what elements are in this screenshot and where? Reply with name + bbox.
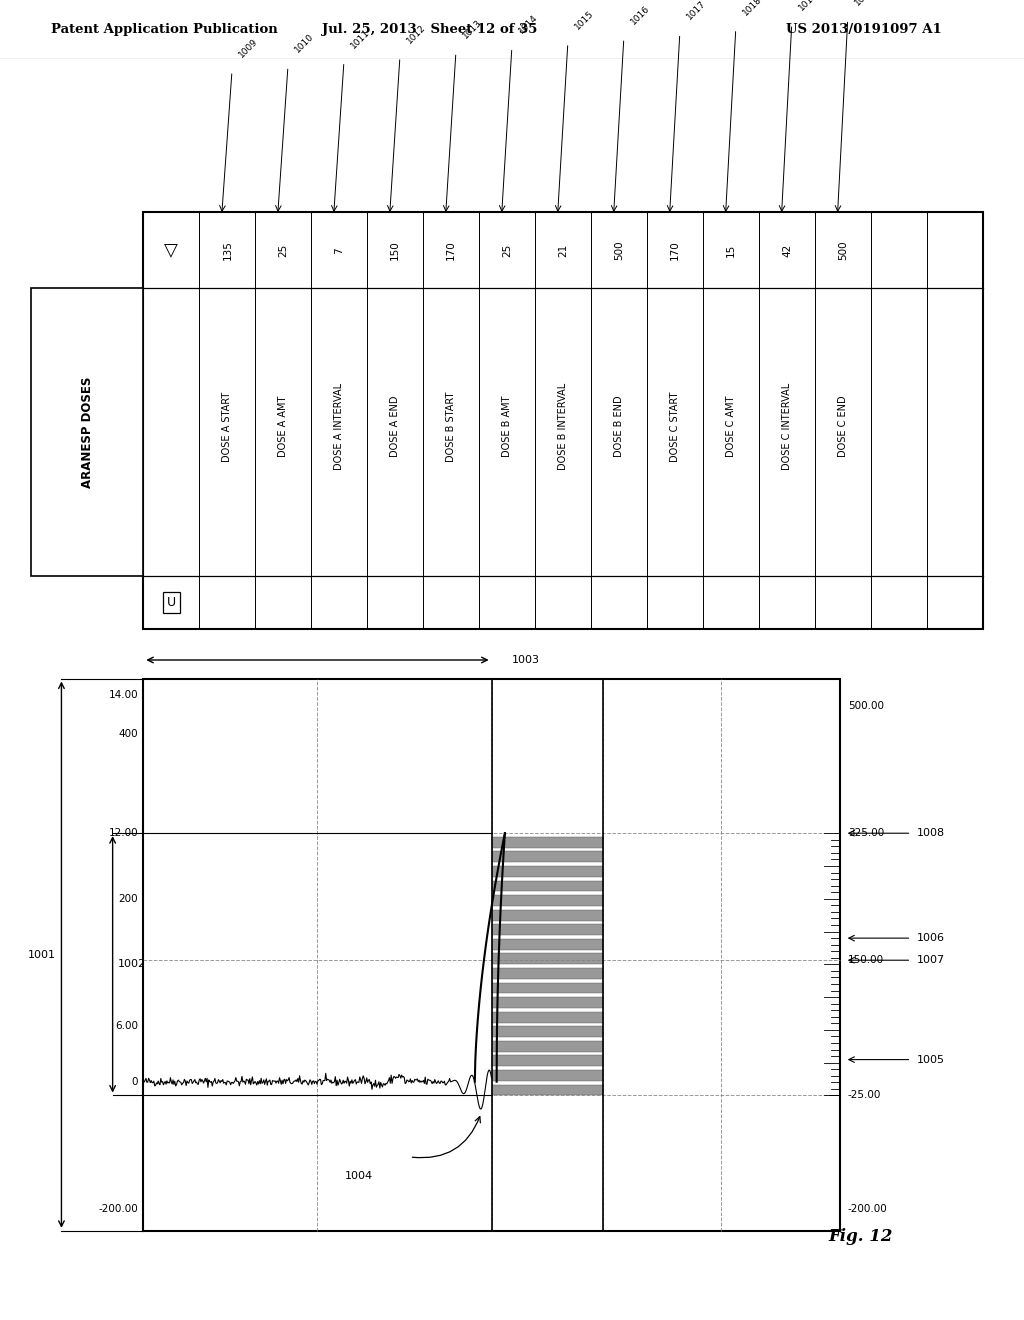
Text: 12.00: 12.00 (109, 828, 138, 838)
Text: -200.00: -200.00 (98, 1204, 138, 1213)
Text: 170: 170 (670, 240, 680, 260)
Text: 200: 200 (119, 895, 138, 904)
Bar (492, 939, 603, 950)
Text: 42: 42 (782, 244, 793, 257)
Text: 1019: 1019 (797, 0, 819, 12)
Text: DOSE A AMT: DOSE A AMT (279, 396, 289, 457)
Text: DOSE A START: DOSE A START (222, 392, 232, 462)
Bar (492, 1085, 603, 1096)
Bar (143, 678, 840, 1230)
Bar (492, 851, 603, 862)
Text: 1013: 1013 (461, 18, 483, 41)
Text: 25: 25 (502, 244, 512, 257)
Text: ARANESP DOSES: ARANESP DOSES (81, 376, 93, 488)
Text: 1007: 1007 (916, 956, 944, 965)
Text: 1009: 1009 (238, 37, 260, 59)
Text: DOSE B INTERVAL: DOSE B INTERVAL (558, 383, 568, 470)
Bar (492, 982, 603, 994)
Text: 150.00: 150.00 (848, 956, 884, 965)
Bar (31, 289, 143, 577)
Text: DOSE A INTERVAL: DOSE A INTERVAL (334, 383, 344, 470)
Text: Patent Application Publication: Patent Application Publication (51, 24, 278, 36)
Text: DOSE B AMT: DOSE B AMT (502, 396, 512, 457)
Text: DOSE B END: DOSE B END (614, 396, 625, 457)
Text: 1008: 1008 (916, 828, 944, 838)
Text: 1004: 1004 (344, 1171, 373, 1180)
Bar (492, 1071, 603, 1081)
Bar (492, 895, 603, 906)
Text: 1015: 1015 (573, 8, 596, 32)
Text: 25: 25 (279, 244, 289, 257)
Text: Jul. 25, 2013   Sheet 12 of 35: Jul. 25, 2013 Sheet 12 of 35 (323, 24, 538, 36)
Text: 1012: 1012 (406, 22, 428, 45)
Text: 500.00: 500.00 (848, 701, 884, 711)
Text: 1006: 1006 (916, 933, 944, 942)
Text: DOSE C END: DOSE C END (838, 396, 848, 457)
Text: 1020: 1020 (853, 0, 876, 8)
Text: 15: 15 (726, 244, 736, 257)
Text: DOSE A END: DOSE A END (390, 396, 400, 457)
Bar (492, 1041, 603, 1052)
Text: 1010: 1010 (293, 32, 315, 54)
Text: 325.00: 325.00 (848, 828, 884, 838)
Text: DOSE C START: DOSE C START (670, 391, 680, 462)
Text: DOSE C AMT: DOSE C AMT (726, 396, 736, 457)
Text: 1016: 1016 (629, 4, 651, 26)
Bar (492, 924, 603, 935)
Bar (492, 866, 603, 876)
Text: 0: 0 (132, 1077, 138, 1086)
Bar (492, 1011, 603, 1023)
Bar (492, 837, 603, 847)
Bar (492, 953, 603, 965)
Text: 7: 7 (334, 247, 344, 253)
Text: 1018: 1018 (741, 0, 764, 17)
Text: 1014: 1014 (517, 13, 540, 36)
Text: DOSE B START: DOSE B START (446, 391, 457, 462)
Text: 1001: 1001 (29, 949, 56, 960)
Text: 1005: 1005 (916, 1055, 944, 1065)
Bar (143, 213, 983, 630)
Bar (492, 880, 603, 891)
Text: Fig. 12: Fig. 12 (828, 1228, 892, 1245)
Text: -25.00: -25.00 (848, 1090, 882, 1101)
Text: 500: 500 (614, 240, 625, 260)
Text: 135: 135 (222, 240, 232, 260)
Bar (492, 997, 603, 1008)
Text: 500: 500 (838, 240, 848, 260)
Text: 6.00: 6.00 (116, 1022, 138, 1031)
Text: 1002: 1002 (118, 960, 145, 969)
Text: 14.00: 14.00 (109, 690, 138, 700)
Text: ▽: ▽ (165, 242, 178, 259)
Text: 1011: 1011 (349, 28, 372, 50)
Bar (492, 968, 603, 979)
Text: 150: 150 (390, 240, 400, 260)
Bar (492, 909, 603, 920)
Text: U: U (167, 597, 176, 610)
Bar (492, 1056, 603, 1067)
Text: 1017: 1017 (685, 0, 708, 22)
Text: 1003: 1003 (512, 655, 540, 665)
Text: US 2013/0191097 A1: US 2013/0191097 A1 (786, 24, 942, 36)
Text: 21: 21 (558, 244, 568, 257)
Text: DOSE C INTERVAL: DOSE C INTERVAL (782, 383, 793, 470)
Text: 400: 400 (119, 729, 138, 739)
Bar (492, 1026, 603, 1038)
Text: -200.00: -200.00 (848, 1204, 888, 1213)
Text: 170: 170 (446, 240, 457, 260)
